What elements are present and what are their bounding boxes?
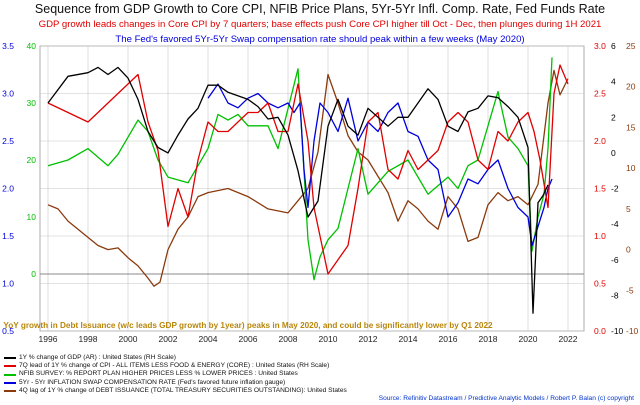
y-tick-label-right-red: 3.0 [594,41,606,51]
legend-swatch [4,373,16,376]
y-tick-label-left-blue: 2.0 [2,184,14,194]
x-tick-label: 1996 [39,334,58,344]
x-tick-label: 2008 [279,334,298,344]
chart-subtitle-red: GDP growth leads changes in Core CPI by … [38,19,602,30]
series-line-0 [47,66,549,314]
legend-swatch [4,365,16,368]
chart-title: Sequence from GDP Growth to Core CPI, NF… [34,2,606,16]
y-tick-label-left-blue: 2.5 [2,136,14,146]
y-tick-label-right-red: 1.5 [594,184,606,194]
y-tick-label-right-black: -6 [611,255,619,265]
legend-entry: NFIB SURVEY: % REPORT PLAN HIGHER PRICES… [4,370,347,378]
legend: 1Y % change of GDP (AR) : United States … [4,354,347,395]
chart-subtitle-blue: The Fed's favored 5Yr-5Yr Swap compensat… [115,34,525,45]
y-tick-label-right-brown: 25 [626,41,636,51]
legend-label: 1Y % change of GDP (AR) : United States … [19,354,176,361]
x-tick-label: 2018 [479,334,498,344]
series-layer [47,57,569,314]
y-tick-label-right-black: 6 [611,41,616,51]
y-tick-label-right-black: -2 [611,184,619,194]
y-tick-label-left-green: 0 [31,269,36,279]
y-tick-label-right-black: -4 [611,219,619,229]
y-tick-label-left-green: 40 [27,41,37,51]
series-line-3 [207,83,553,247]
y-tick-label-right-black: 0 [611,148,616,158]
y-tick-label-right-brown: 10 [626,163,636,173]
x-tick-label: 2004 [199,334,218,344]
x-tick-label: 2010 [319,334,338,344]
legend-swatch [4,381,16,384]
x-tick-label: 2012 [359,334,378,344]
y-tick-label-left-blue: 3.0 [2,89,14,99]
y-tick-label-left-green: 20 [27,155,37,165]
legend-entry: 7Q lead of 1Y % change of CPI - ALL ITEM… [4,362,347,370]
y-tick-label-right-brown: 15 [626,122,636,132]
y-tick-label-right-black: 2 [611,112,616,122]
x-tick-label: 1998 [79,334,98,344]
y-tick-label-left-blue: 0.5 [2,326,14,336]
y-tick-label-left-blue: 1.0 [2,279,14,289]
x-tick-label: 2000 [119,334,138,344]
axis-layer: 1996 1998 2000 2002 2004 2006 2008 2010 2012 2014… [2,41,638,344]
y-tick-label-right-brown: 0 [626,245,631,255]
y-tick-label-left-blue: 3.5 [2,41,14,51]
source-credit: Source: Refinitiv Datastream / Predictiv… [378,395,634,402]
y-tick-label-right-red: 2.0 [594,136,606,146]
series-line-1 [47,64,569,275]
legend-swatch [4,357,16,360]
x-tick-label: 2016 [439,334,458,344]
y-tick-label-left-blue: 1.5 [2,231,14,241]
legend-label: 4Q lag of 1Y % change of DEBT ISSUANCE (… [19,386,347,394]
x-tick-label: 2020 [519,334,538,344]
y-tick-label-right-brown: -5 [626,285,634,295]
legend-swatch [4,389,16,392]
legend-entry: 4Q lag of 1Y % change of DEBT ISSUANCE (… [4,387,347,395]
y-tick-label-right-black: 4 [611,77,616,87]
legend-label: 7Q lead of 1Y % change of CPI - ALL ITEM… [19,362,330,370]
x-tick-label: 2002 [159,334,178,344]
y-tick-label-right-red: 0.5 [594,279,606,289]
y-tick-label-left-green: 30 [27,98,37,108]
y-tick-label-right-brown: -10 [626,326,639,336]
x-tick-label: 2022 [559,334,578,344]
x-tick-label: 2014 [399,334,418,344]
x-tick-label: 2006 [239,334,258,344]
legend-label: NFIB SURVEY: % REPORT PLAN HIGHER PRICES… [19,370,298,378]
y-tick-label-right-black: -10 [611,326,624,336]
y-tick-label-right-red: 2.5 [594,89,606,99]
grid-layer [39,45,585,332]
legend-entry: 5Yr - 5Yr INFLATION SWAP COMPENSATION RA… [4,379,347,387]
chart-annotation: YoY growth in Debt Issuance (w/c leads G… [3,321,493,330]
y-tick-label-right-brown: 20 [626,82,636,92]
legend-entry: 1Y % change of GDP (AR) : United States … [4,354,347,362]
legend-label: 5Yr - 5Yr INFLATION SWAP COMPENSATION RA… [19,378,286,386]
series-line-2 [47,57,553,281]
y-tick-label-left-green: 10 [27,212,37,222]
y-tick-label-right-red: 1.0 [594,231,606,241]
y-tick-label-right-brown: 5 [626,204,631,214]
series-line-4 [47,69,569,287]
y-tick-label-right-red: 0.0 [594,326,606,336]
y-tick-label-right-black: -8 [611,290,619,300]
